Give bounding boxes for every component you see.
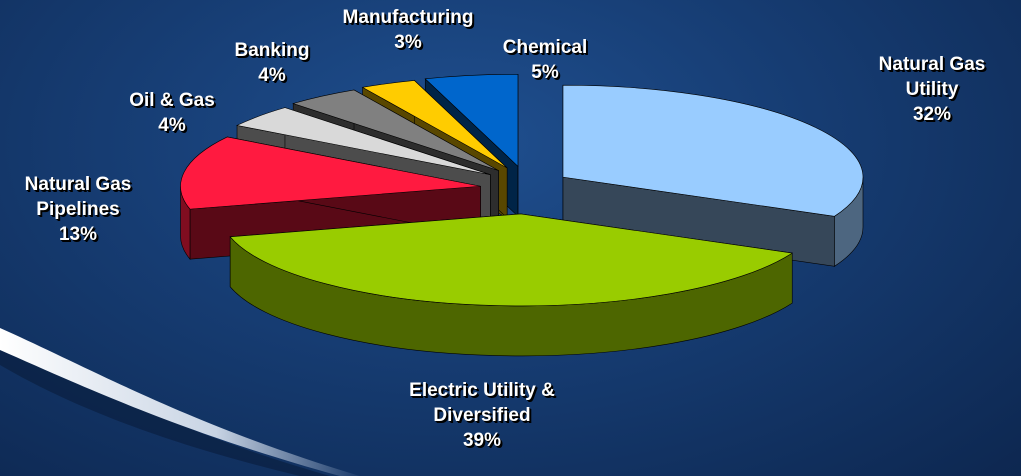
value-label: 32% <box>912 104 952 125</box>
category-label: Oil & Gas <box>129 90 215 111</box>
slice-top <box>562 84 864 217</box>
category-label: Natural Gas Pipelines <box>24 174 132 220</box>
value-label: 13% <box>58 224 98 245</box>
pie <box>180 73 864 357</box>
slice-label: Oil & Gas 4% <box>112 88 232 138</box>
category-label: Manufacturing <box>342 7 474 28</box>
swoosh <box>0 328 360 476</box>
slice-label: Manufacturing 3% <box>328 5 488 55</box>
slice-top <box>424 73 519 167</box>
category-label: Banking <box>234 40 310 61</box>
value-label: 39% <box>462 430 502 451</box>
slice <box>229 213 794 357</box>
slice-top <box>292 89 499 171</box>
slice-top <box>236 107 491 175</box>
slice-top <box>180 136 481 210</box>
value-label: 4% <box>258 65 286 86</box>
slice-label: Natural Gas Utility 32% <box>857 52 1007 127</box>
slice-label: Natural Gas Pipelines 13% <box>3 172 153 247</box>
category-label: Electric Utility & Diversified <box>409 380 555 426</box>
value-label: 4% <box>158 115 186 136</box>
slice-top <box>229 213 794 307</box>
value-label: 3% <box>394 32 422 53</box>
slice-label: Chemical 5% <box>485 35 605 85</box>
value-label: 5% <box>531 62 559 83</box>
slice-top <box>361 80 508 169</box>
slice-label: Electric Utility & Diversified 39% <box>367 378 597 453</box>
slice <box>562 84 864 267</box>
slice-label: Banking 4% <box>212 38 332 88</box>
category-label: Chemical <box>502 37 588 58</box>
category-label: Natural Gas Utility <box>878 54 986 100</box>
